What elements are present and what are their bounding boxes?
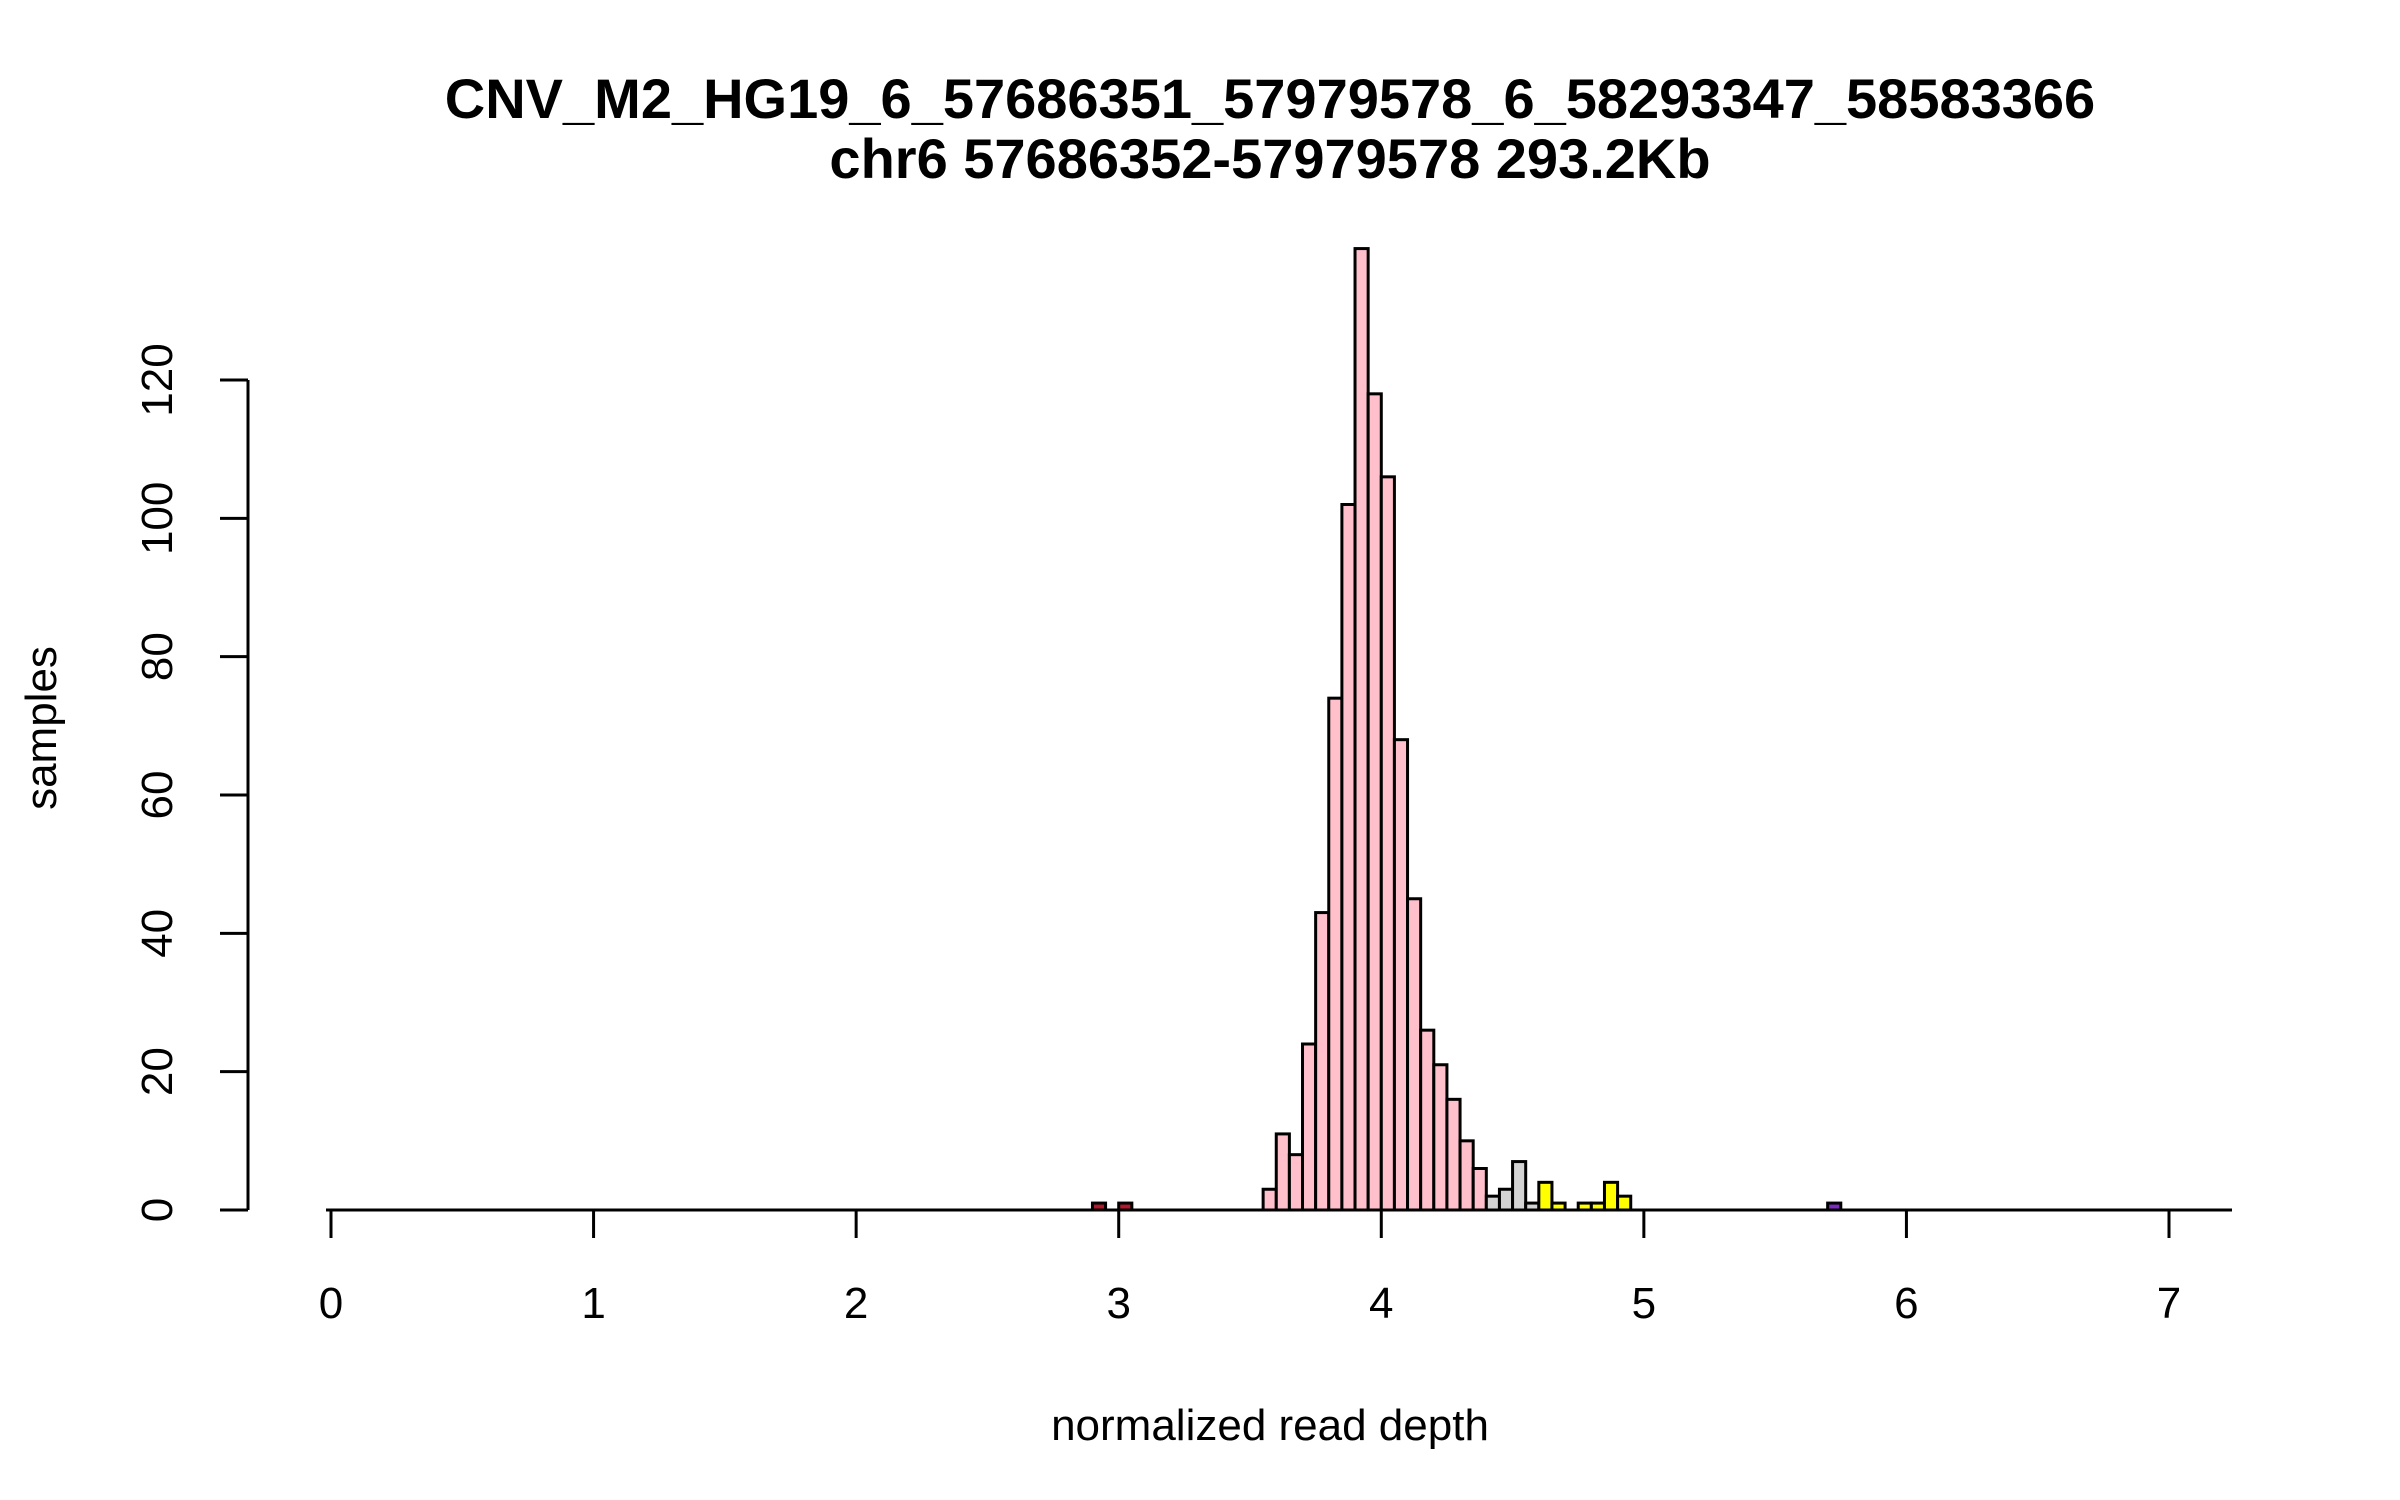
y-tick-label-1: 20 (133, 1047, 182, 1096)
histogram-bar-10 (1366, 392, 1383, 1212)
histogram-bar-21 (1511, 1160, 1528, 1212)
histogram-bars (1090, 247, 1843, 1212)
x-tick-label-1: 1 (581, 1279, 605, 1328)
histogram-bar-11 (1379, 475, 1396, 1212)
histogram-bar-6 (1314, 911, 1331, 1212)
y-tick-label-6: 120 (133, 343, 182, 416)
y-tick-label-0: 0 (133, 1198, 182, 1222)
x-tick-label-6: 6 (1894, 1279, 1918, 1328)
x-tick-label-5: 5 (1632, 1279, 1656, 1328)
x-tick-label-4: 4 (1369, 1279, 1393, 1328)
x-axis: 0 1 2 3 4 5 6 7 (319, 1210, 2181, 1328)
y-tick-label-2: 40 (133, 909, 182, 958)
histogram-bar-3 (1274, 1132, 1291, 1212)
histogram-bar-4 (1287, 1153, 1305, 1212)
x-tick-label-7: 7 (2157, 1279, 2181, 1328)
histogram-bar-5 (1301, 1042, 1318, 1212)
chart-title: CNV_M2_HG19_6_57686351_57979578_6_582933… (445, 67, 2095, 130)
x-tick-label-3: 3 (1106, 1279, 1130, 1328)
chart-subtitle: chr6 57686352-57979578 293.2Kb (829, 127, 1710, 190)
histogram-bar-23 (1537, 1180, 1554, 1212)
histogram-bar-27 (1602, 1180, 1620, 1212)
histogram-bar-16 (1445, 1097, 1462, 1212)
histogram-bar-20 (1497, 1187, 1515, 1212)
histogram-bar-19 (1484, 1194, 1501, 1212)
histogram-bar-12 (1392, 738, 1410, 1212)
histogram-bar-13 (1406, 897, 1423, 1212)
histogram-bar-28 (1616, 1194, 1633, 1212)
histogram-bar-8 (1340, 503, 1357, 1212)
y-axis: 0 20 40 60 80 100 120 (133, 343, 250, 1222)
x-tick-label-0: 0 (319, 1279, 343, 1328)
y-axis-label: samples (17, 646, 66, 810)
y-tick-label-5: 100 (133, 482, 182, 555)
y-tick-label-4: 80 (133, 632, 182, 681)
y-tick-label-3: 60 (133, 771, 182, 820)
histogram-bar-17 (1458, 1139, 1475, 1212)
x-tick-label-2: 2 (844, 1279, 868, 1328)
histogram-bar-2 (1261, 1187, 1278, 1212)
histogram-bar-18 (1471, 1167, 1488, 1212)
histogram-bar-9 (1353, 247, 1370, 1212)
histogram-bar-14 (1419, 1028, 1436, 1212)
histogram-bar-7 (1327, 696, 1344, 1212)
x-axis-label: normalized read depth (1051, 1401, 1489, 1450)
histogram-bar-15 (1432, 1063, 1449, 1212)
